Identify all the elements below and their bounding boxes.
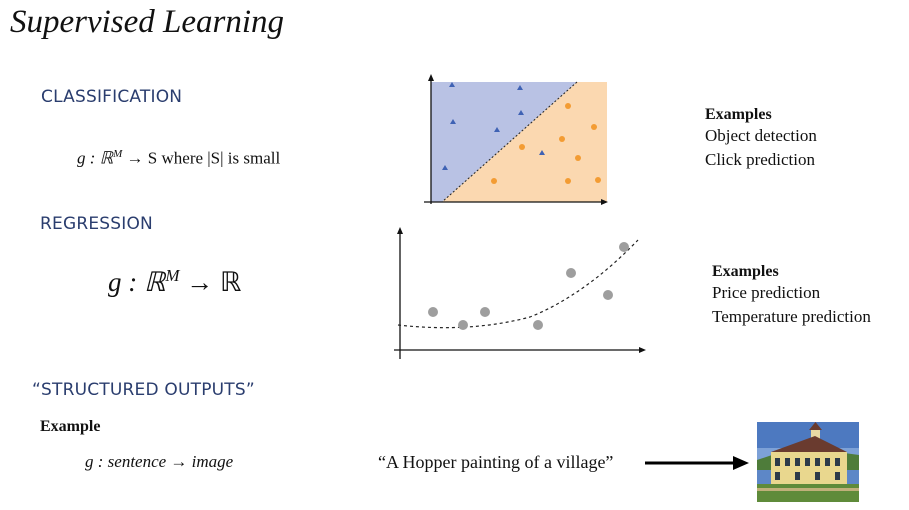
class-dot bbox=[519, 144, 525, 150]
regression-examples: Examples Price prediction Temperature pr… bbox=[712, 263, 871, 329]
x-axis-arrow bbox=[601, 199, 608, 205]
structured-formula: g : sentence → image bbox=[85, 452, 234, 471]
formula-text: → ℝ bbox=[179, 267, 242, 297]
classification-examples: Examples Object detection Click predicti… bbox=[705, 106, 817, 172]
regression-point bbox=[566, 268, 576, 278]
formula-text: → S where |S| is small bbox=[122, 148, 281, 168]
regression-formula: g : ℝM → ℝ bbox=[108, 266, 241, 298]
regression-curve bbox=[397, 239, 639, 329]
formula-superscript: M bbox=[113, 148, 123, 160]
y-axis-arrow bbox=[397, 227, 403, 234]
class-dot bbox=[591, 124, 597, 130]
class-dot bbox=[575, 155, 581, 161]
examples-heading: Examples bbox=[712, 263, 779, 280]
structured-heading: “STRUCTURED OUTPUTS” bbox=[32, 380, 255, 400]
regression-point bbox=[458, 320, 468, 330]
class-dot bbox=[559, 136, 565, 142]
classification-formula: g : ℝM → S where |S| is small bbox=[77, 148, 280, 169]
class-triangle bbox=[518, 110, 524, 115]
class-triangle bbox=[449, 82, 455, 87]
class-dot bbox=[491, 178, 497, 184]
hopper-painting-image bbox=[757, 422, 859, 502]
x-axis-arrow bbox=[639, 347, 646, 353]
structured-example-heading: Example bbox=[40, 418, 101, 435]
class-triangle bbox=[539, 150, 545, 155]
class-dot bbox=[565, 103, 571, 109]
example-item: Click prediction bbox=[705, 150, 816, 169]
class-dot bbox=[595, 177, 601, 183]
example-item: Object detection bbox=[705, 126, 817, 145]
regression-point bbox=[603, 290, 613, 300]
classification-plot bbox=[424, 74, 608, 205]
class-triangle bbox=[517, 85, 523, 90]
class-triangle bbox=[450, 119, 456, 124]
regression-heading: REGRESSION bbox=[40, 214, 153, 234]
regression-plot bbox=[394, 227, 646, 359]
formula-text: g : ℝ bbox=[77, 148, 114, 168]
class-triangle bbox=[494, 127, 500, 132]
slide-title: Supervised Learning bbox=[10, 4, 285, 40]
regression-point bbox=[533, 320, 543, 330]
example-item: Price prediction bbox=[712, 283, 821, 302]
examples-heading: Examples bbox=[705, 106, 772, 123]
class-triangle bbox=[442, 165, 448, 170]
class-dot bbox=[565, 178, 571, 184]
example-item: Temperature prediction bbox=[712, 307, 871, 326]
formula-text: g : ℝ bbox=[108, 267, 166, 297]
regression-point bbox=[619, 242, 629, 252]
regression-point bbox=[480, 307, 490, 317]
y-axis-arrow bbox=[428, 74, 434, 81]
formula-superscript: M bbox=[165, 266, 180, 285]
arrow-icon bbox=[645, 456, 749, 470]
class-region-b bbox=[442, 82, 607, 202]
classification-heading: CLASSIFICATION bbox=[41, 87, 183, 107]
class-region-a bbox=[431, 82, 577, 202]
structured-quote: “A Hopper painting of a village” bbox=[378, 452, 614, 472]
regression-point bbox=[428, 307, 438, 317]
